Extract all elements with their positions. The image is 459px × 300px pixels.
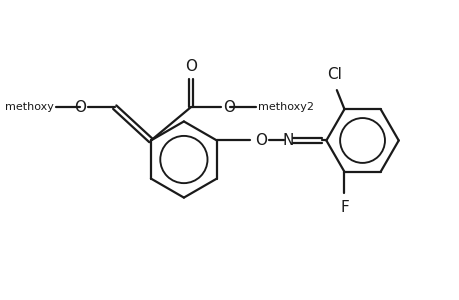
Text: N: N [282,133,293,148]
Text: O: O [223,100,235,115]
Text: O: O [255,133,267,148]
Text: methoxy: methoxy [5,102,54,112]
Text: O: O [185,59,196,74]
Text: F: F [339,200,348,215]
Text: methoxy2: methoxy2 [257,102,313,112]
Text: Cl: Cl [327,68,341,82]
Text: O: O [74,100,86,115]
